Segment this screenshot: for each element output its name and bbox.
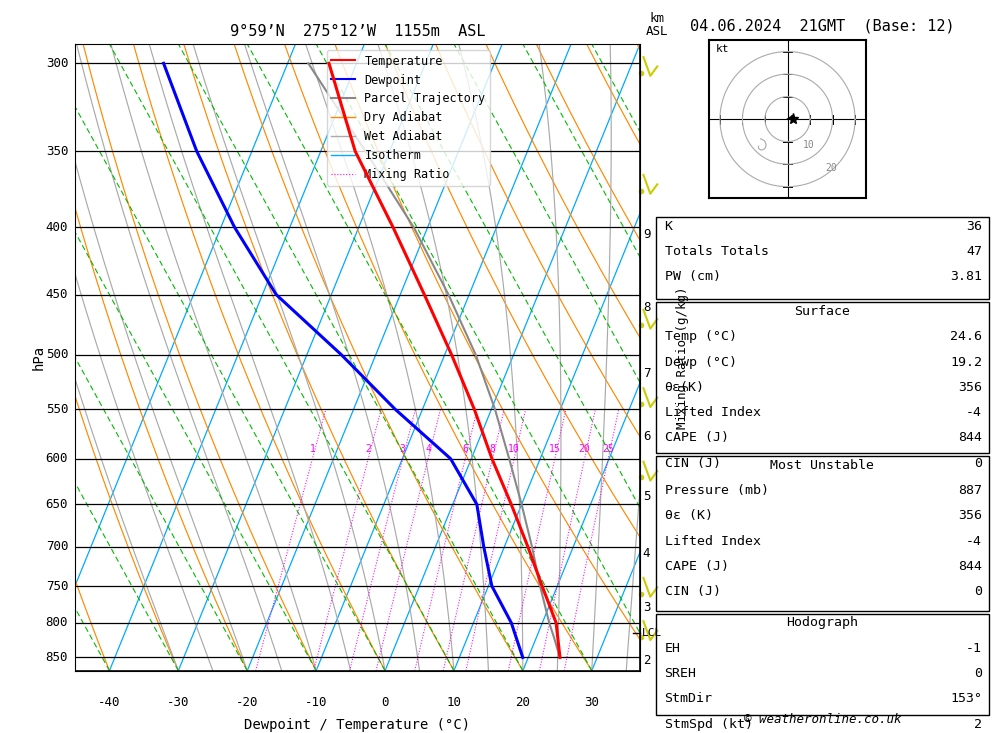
Text: km
ASL: km ASL [646,12,668,37]
Text: 300: 300 [46,57,68,70]
Text: 600: 600 [46,452,68,465]
Text: CIN (J): CIN (J) [665,585,721,598]
Text: Lifted Index: Lifted Index [665,406,761,419]
Text: 650: 650 [46,498,68,511]
Text: 500: 500 [46,348,68,361]
Text: 3: 3 [400,443,406,454]
Bar [656,302,989,453]
Text: θε(K): θε(K) [665,381,705,394]
Text: 3: 3 [643,601,650,614]
Text: 6: 6 [462,443,468,454]
Text: 4: 4 [425,443,431,454]
Text: 2: 2 [974,718,982,731]
Text: 887: 887 [958,484,982,497]
Text: 700: 700 [46,540,68,553]
Text: Surface: Surface [794,305,850,318]
Text: 19.2: 19.2 [950,356,982,369]
Text: Dewp (°C): Dewp (°C) [665,356,737,369]
Bar [656,217,989,299]
Text: -40: -40 [98,696,121,709]
Text: © weatheronline.co.uk: © weatheronline.co.uk [744,712,901,726]
Text: 15: 15 [549,443,561,454]
Text: 2: 2 [643,654,650,666]
Text: -10: -10 [305,696,327,709]
Text: 2: 2 [365,443,371,454]
Text: CIN (J): CIN (J) [665,457,721,470]
Bar [656,456,989,611]
Text: 25: 25 [602,443,614,454]
Text: 0: 0 [381,696,389,709]
Text: -4: -4 [966,406,982,419]
Text: CAPE (J): CAPE (J) [665,431,729,444]
Text: 844: 844 [958,560,982,573]
Text: 8: 8 [490,443,495,454]
Text: 400: 400 [46,221,68,234]
Legend: Temperature, Dewpoint, Parcel Trajectory, Dry Adiabat, Wet Adiabat, Isotherm, Mi: Temperature, Dewpoint, Parcel Trajectory… [327,50,490,185]
Text: 550: 550 [46,402,68,416]
Text: CAPE (J): CAPE (J) [665,560,729,573]
Text: -4: -4 [966,534,982,548]
Text: Hodograph: Hodograph [786,616,858,630]
Text: 20: 20 [826,163,838,173]
Text: 3.81: 3.81 [950,270,982,284]
Text: 800: 800 [46,616,68,630]
Text: 7: 7 [643,367,650,380]
Text: 30: 30 [584,696,599,709]
Text: LCL: LCL [642,628,662,638]
Bar [656,614,989,715]
Text: 153°: 153° [950,692,982,705]
Text: 04.06.2024  21GMT  (Base: 12): 04.06.2024 21GMT (Base: 12) [690,18,955,33]
Text: StmSpd (kt): StmSpd (kt) [665,718,753,731]
Text: 0: 0 [974,667,982,680]
Text: θε (K): θε (K) [665,509,713,523]
Text: -20: -20 [236,696,259,709]
Text: 20: 20 [579,443,590,454]
Text: 20: 20 [515,696,530,709]
Text: PW (cm): PW (cm) [665,270,721,284]
Text: 850: 850 [46,651,68,664]
Text: EH: EH [665,642,681,655]
Text: 36: 36 [966,220,982,233]
Text: 8: 8 [643,301,650,314]
Text: Mixing Ratio (g/kg): Mixing Ratio (g/kg) [676,286,689,429]
Text: 9: 9 [643,228,650,241]
Text: -30: -30 [167,696,190,709]
Text: 356: 356 [958,509,982,523]
Text: SREH: SREH [665,667,697,680]
Text: 47: 47 [966,245,982,258]
Text: Dewpoint / Temperature (°C): Dewpoint / Temperature (°C) [244,718,471,732]
Text: 356: 356 [958,381,982,394]
Text: 0: 0 [974,457,982,470]
Text: 4: 4 [643,547,650,560]
Text: -1: -1 [966,642,982,655]
Text: Lifted Index: Lifted Index [665,534,761,548]
Text: 844: 844 [958,431,982,444]
Text: 1: 1 [310,443,315,454]
Text: hPa: hPa [31,345,45,370]
Text: Totals Totals: Totals Totals [665,245,769,258]
Title: 9°59’N  275°12’W  1155m  ASL: 9°59’N 275°12’W 1155m ASL [230,23,485,39]
Text: 10: 10 [446,696,461,709]
Text: StmDir: StmDir [665,692,713,705]
Text: 0: 0 [974,585,982,598]
Text: 6: 6 [643,430,650,443]
Text: 5: 5 [643,490,650,503]
Text: Most Unstable: Most Unstable [770,459,874,472]
Text: 24.6: 24.6 [950,330,982,343]
Text: Pressure (mb): Pressure (mb) [665,484,769,497]
Text: 750: 750 [46,580,68,592]
Text: 350: 350 [46,144,68,158]
Text: kt: kt [715,43,729,54]
Text: 10: 10 [508,443,520,454]
Text: 10: 10 [803,141,815,150]
Text: 450: 450 [46,288,68,301]
Text: K: K [665,220,673,233]
Text: Temp (°C): Temp (°C) [665,330,737,343]
